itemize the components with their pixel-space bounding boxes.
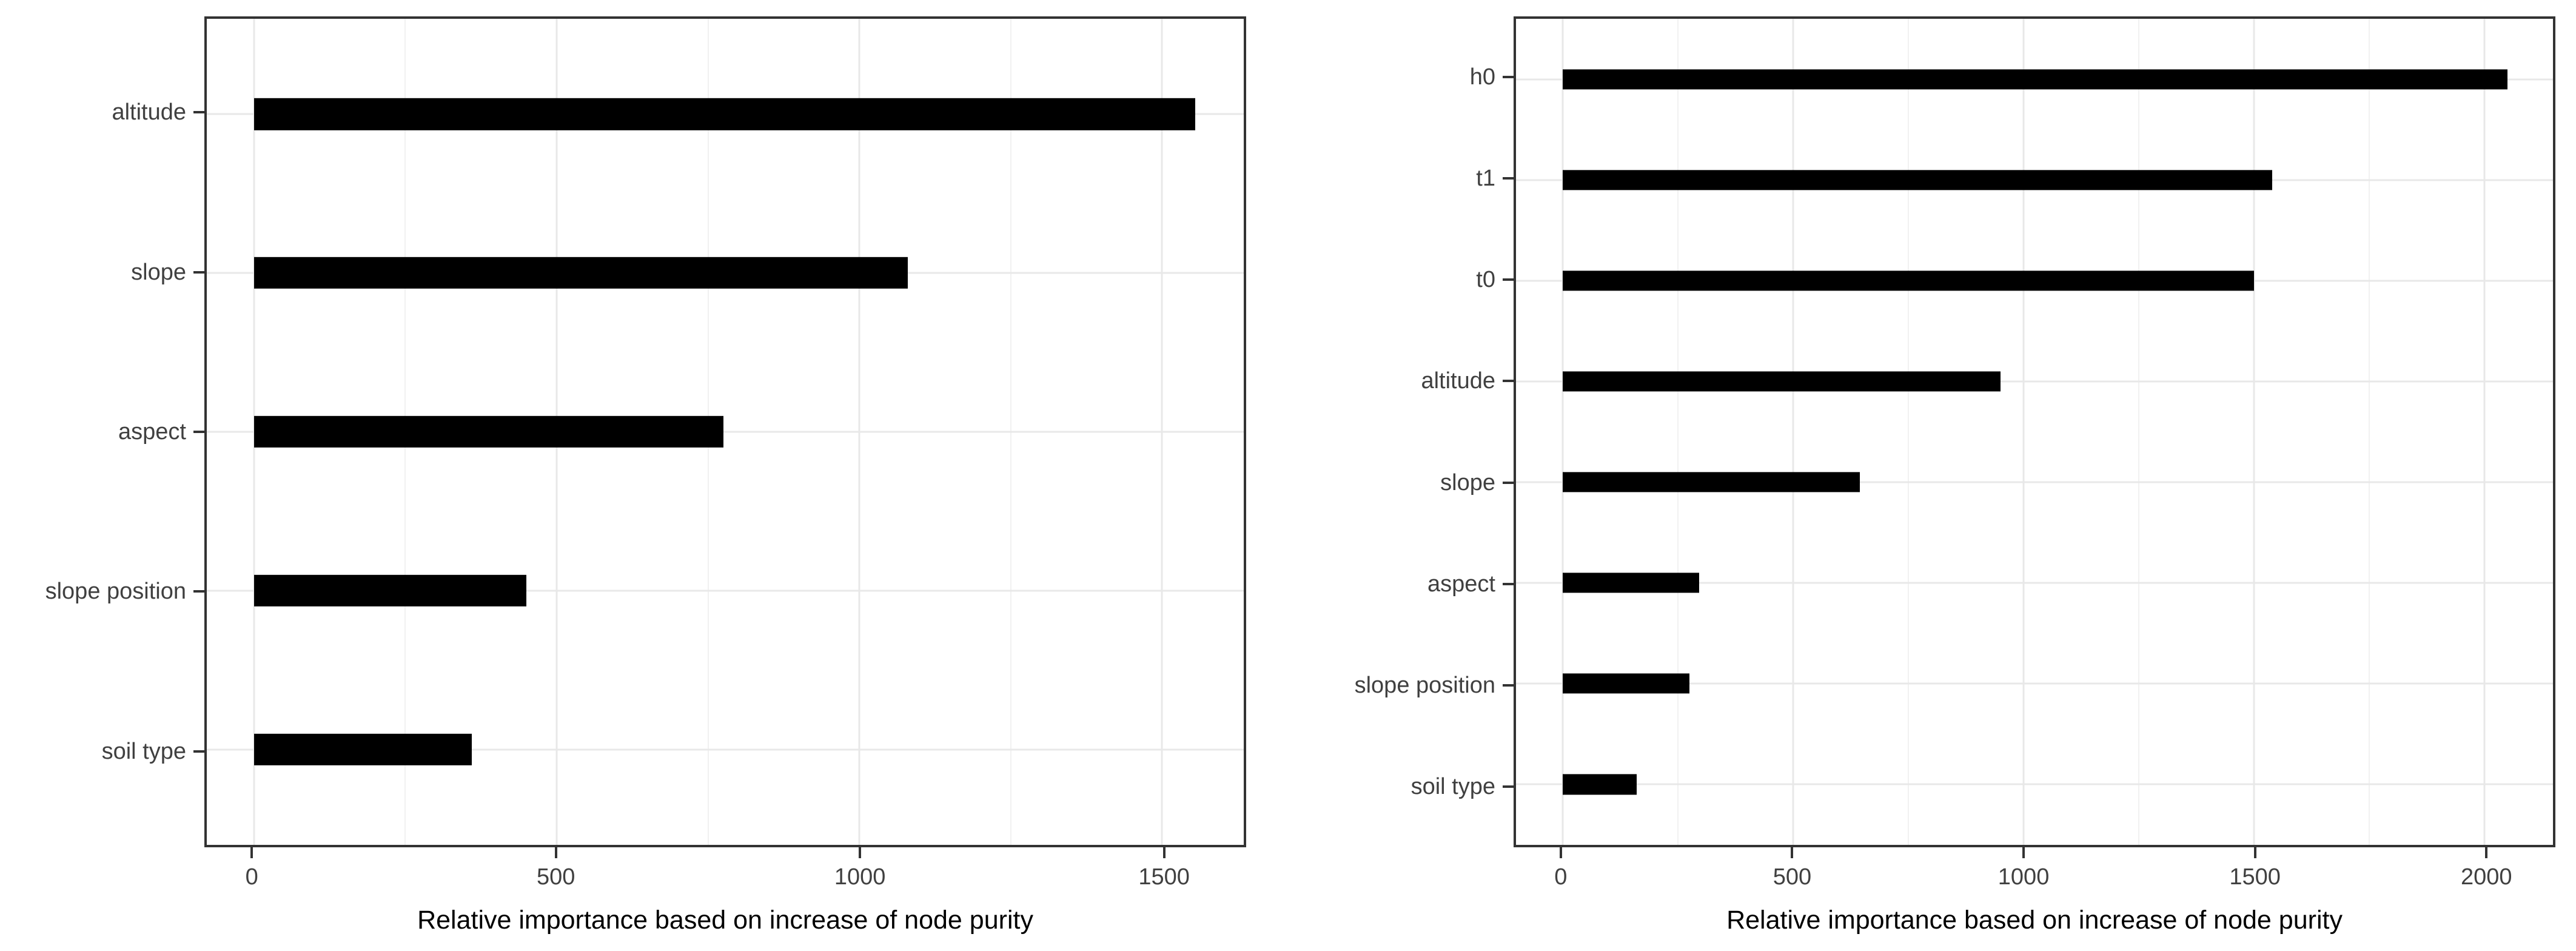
bar-aspect (1563, 573, 1699, 593)
bar-altitude (253, 98, 1196, 130)
y-axis-tick (193, 590, 204, 593)
x-axis-tick-label-1000: 1000 (1997, 864, 2050, 890)
bar-slope (253, 257, 908, 289)
left-x-axis-title: Relative importance based on increase of… (417, 906, 1033, 935)
bar-slope-position (253, 574, 527, 607)
y-axis-label-altitude: altitude (1421, 368, 1495, 394)
y-axis-label-slope-position: slope position (1354, 672, 1495, 698)
x-axis-tick-label-0: 0 (1554, 864, 1568, 890)
x-axis-tick-label-1000: 1000 (834, 864, 886, 890)
y-axis-tick (193, 431, 204, 433)
row-gridline (1516, 682, 2553, 685)
y-axis-label-soil-type: soil type (101, 738, 186, 764)
y-axis-tick (1503, 380, 1514, 383)
x-axis-tick (1791, 847, 1794, 858)
x-axis-tick (250, 847, 253, 858)
bar-altitude (1563, 371, 2001, 392)
bar-soil-type (253, 733, 472, 766)
x-axis-tick-label-0: 0 (245, 864, 258, 890)
minor-gridline (1908, 19, 1910, 845)
y-axis-tick (1503, 76, 1514, 79)
major-gridline (1561, 19, 1564, 845)
right-plot-panel (1514, 16, 2555, 847)
major-gridline (2022, 19, 2025, 845)
bar-t0 (1563, 271, 2254, 291)
y-axis-label-slope: slope (1440, 469, 1495, 496)
x-axis-tick (859, 847, 862, 858)
bar-soil-type (1563, 774, 1637, 795)
y-axis-tick (193, 271, 204, 274)
row-gridline (1516, 582, 2553, 584)
right-x-axis-title: Relative importance based on increase of… (1726, 906, 2343, 935)
minor-gridline (1677, 19, 1679, 845)
x-axis-tick-label-500: 500 (1773, 864, 1812, 890)
y-axis-tick (193, 111, 204, 114)
y-axis-label-altitude: altitude (112, 99, 186, 126)
row-gridline (207, 748, 1244, 751)
x-axis-tick-label-2000: 2000 (2460, 864, 2512, 890)
x-axis-tick-label-1500: 1500 (1138, 864, 1190, 890)
major-gridline (2483, 19, 2486, 845)
row-gridline (1516, 380, 2553, 383)
y-axis-tick (1503, 278, 1514, 281)
left-plot-panel (204, 16, 1246, 847)
y-axis-label-slope: slope (131, 259, 186, 285)
x-axis-tick (2485, 847, 2488, 858)
bar-aspect (253, 415, 723, 448)
y-axis-label-t1: t1 (1476, 166, 1495, 192)
y-axis-tick (1503, 582, 1514, 585)
minor-gridline (2368, 19, 2370, 845)
row-gridline (207, 431, 1244, 433)
x-axis-tick-label-1500: 1500 (2229, 864, 2281, 890)
y-axis-tick (1503, 684, 1514, 687)
bar-h0 (1563, 69, 2507, 90)
x-axis-tick (2253, 847, 2256, 858)
minor-gridline (2138, 19, 2140, 845)
y-axis-tick (193, 750, 204, 753)
right-variable-importance-chart: Relative importance based on increase of… (1288, 0, 2576, 951)
x-axis-tick (1559, 847, 1562, 858)
y-axis-label-t0: t0 (1476, 267, 1495, 293)
y-axis-label-h0: h0 (1469, 64, 1495, 90)
major-gridline (1792, 19, 1794, 845)
y-axis-label-soil-type: soil type (1410, 773, 1495, 799)
bar-slope (1563, 472, 1860, 492)
bar-t1 (1563, 170, 2273, 190)
y-axis-label-slope-position: slope position (45, 579, 186, 605)
left-variable-importance-chart: Relative importance based on increase of… (45, 16, 1246, 935)
x-axis-tick (1162, 847, 1166, 858)
y-axis-tick (1503, 481, 1514, 484)
major-gridline (2253, 19, 2255, 845)
y-axis-tick (1503, 785, 1514, 788)
y-axis-label-aspect: aspect (118, 419, 186, 445)
bar-slope-position (1563, 673, 1690, 694)
x-axis-tick-label-500: 500 (536, 864, 575, 890)
y-axis-label-aspect: aspect (1427, 571, 1495, 597)
row-gridline (1516, 783, 2553, 785)
row-gridline (207, 590, 1244, 592)
y-axis-tick (1503, 177, 1514, 180)
x-axis-tick (2022, 847, 2025, 858)
x-axis-tick (554, 847, 557, 858)
row-gridline (1516, 481, 2553, 483)
